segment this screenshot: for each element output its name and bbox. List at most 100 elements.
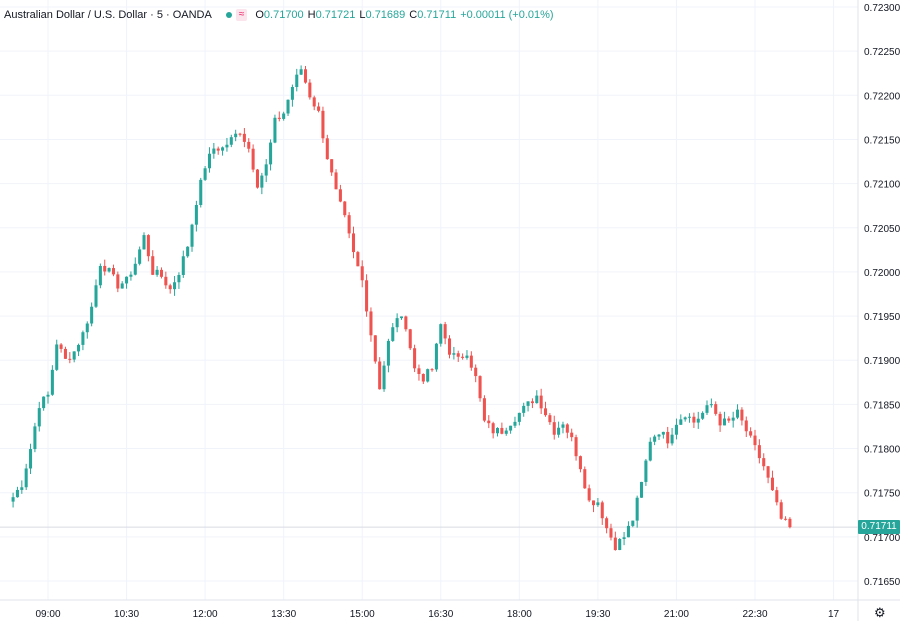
candle[interactable] (238, 132, 242, 137)
candle[interactable] (343, 200, 347, 218)
candle[interactable] (55, 339, 59, 372)
candle[interactable] (404, 315, 408, 332)
candle[interactable] (718, 411, 722, 432)
candle[interactable] (736, 404, 740, 420)
candle[interactable] (543, 401, 548, 417)
candle[interactable] (570, 428, 574, 442)
candle[interactable] (469, 351, 473, 371)
candle[interactable] (168, 283, 172, 294)
candle[interactable] (408, 328, 412, 351)
candle[interactable] (762, 453, 766, 471)
candle[interactable] (229, 134, 233, 148)
candle[interactable] (29, 443, 33, 474)
candle[interactable] (722, 411, 726, 426)
candle[interactable] (413, 344, 417, 373)
candle[interactable] (94, 279, 98, 308)
gear-icon[interactable]: ⚙ (874, 605, 886, 620)
candle[interactable] (434, 342, 438, 372)
candle[interactable] (757, 439, 761, 464)
candle[interactable] (788, 517, 792, 529)
candle[interactable] (482, 395, 486, 423)
candle[interactable] (242, 128, 246, 148)
candle[interactable] (557, 421, 561, 438)
candle[interactable] (68, 352, 72, 364)
candle[interactable] (578, 455, 582, 473)
candle[interactable] (692, 412, 696, 429)
candle[interactable] (203, 165, 207, 181)
candle[interactable] (330, 159, 334, 176)
candle[interactable] (212, 142, 216, 159)
candle[interactable] (452, 346, 456, 360)
candle[interactable] (539, 388, 543, 414)
candle[interactable] (635, 495, 639, 528)
candle[interactable] (775, 486, 779, 506)
candle[interactable] (696, 411, 700, 429)
candle[interactable] (526, 401, 530, 412)
candle[interactable] (461, 353, 465, 360)
approx-icon[interactable]: ≈ (235, 9, 248, 21)
candle[interactable] (705, 400, 709, 415)
candle[interactable] (447, 335, 452, 359)
candle[interactable] (644, 458, 648, 486)
candle[interactable] (753, 429, 757, 451)
candle[interactable] (386, 338, 390, 373)
candle[interactable] (98, 263, 102, 289)
candle[interactable] (360, 260, 364, 288)
candle[interactable] (727, 416, 731, 423)
candle[interactable] (133, 257, 137, 276)
candle[interactable] (308, 79, 312, 100)
candle[interactable] (596, 497, 600, 507)
candle[interactable] (784, 516, 788, 521)
candle[interactable] (159, 267, 163, 279)
candle[interactable] (260, 172, 264, 195)
candle[interactable] (740, 407, 744, 426)
candle[interactable] (683, 416, 687, 422)
candle[interactable] (173, 275, 177, 296)
candle[interactable] (11, 492, 15, 508)
candle[interactable] (90, 302, 94, 327)
candle[interactable] (421, 373, 425, 385)
candle[interactable] (474, 364, 478, 383)
candle[interactable] (85, 321, 89, 339)
candle[interactable] (622, 532, 626, 546)
candle[interactable] (395, 313, 399, 333)
candle[interactable] (439, 323, 443, 347)
candle[interactable] (561, 421, 565, 434)
candle[interactable] (295, 68, 299, 92)
candle[interactable] (264, 159, 268, 183)
candle[interactable] (495, 427, 500, 437)
candle[interactable] (600, 500, 604, 525)
candle[interactable] (312, 95, 316, 111)
candle[interactable] (72, 351, 76, 363)
candle[interactable] (199, 177, 203, 208)
candle[interactable] (347, 212, 351, 239)
candle[interactable] (574, 434, 578, 461)
candle[interactable] (63, 346, 67, 359)
candle[interactable] (373, 335, 377, 364)
candle[interactable] (430, 368, 434, 372)
candle[interactable] (247, 138, 251, 153)
candle[interactable] (321, 106, 325, 143)
candle[interactable] (666, 426, 670, 449)
candle[interactable] (42, 396, 46, 411)
symbol-title[interactable]: Australian Dollar / U.S. Dollar · 5 · OA… (4, 9, 212, 21)
candle[interactable] (334, 169, 338, 190)
candle[interactable] (701, 411, 705, 420)
candle[interactable] (216, 146, 220, 155)
candle[interactable] (688, 413, 692, 423)
candle[interactable] (530, 398, 534, 409)
candle[interactable] (679, 414, 683, 425)
candle[interactable] (325, 134, 329, 160)
candle[interactable] (116, 271, 120, 293)
candle[interactable] (731, 411, 735, 428)
candle[interactable] (653, 434, 657, 446)
candle[interactable] (626, 521, 630, 538)
candle[interactable] (37, 401, 41, 432)
candle[interactable] (24, 463, 28, 491)
candle[interactable] (618, 538, 622, 551)
candle[interactable] (317, 102, 321, 113)
candle[interactable] (456, 350, 460, 362)
candle[interactable] (591, 500, 596, 513)
candle[interactable] (369, 307, 373, 342)
candle[interactable] (565, 423, 569, 439)
